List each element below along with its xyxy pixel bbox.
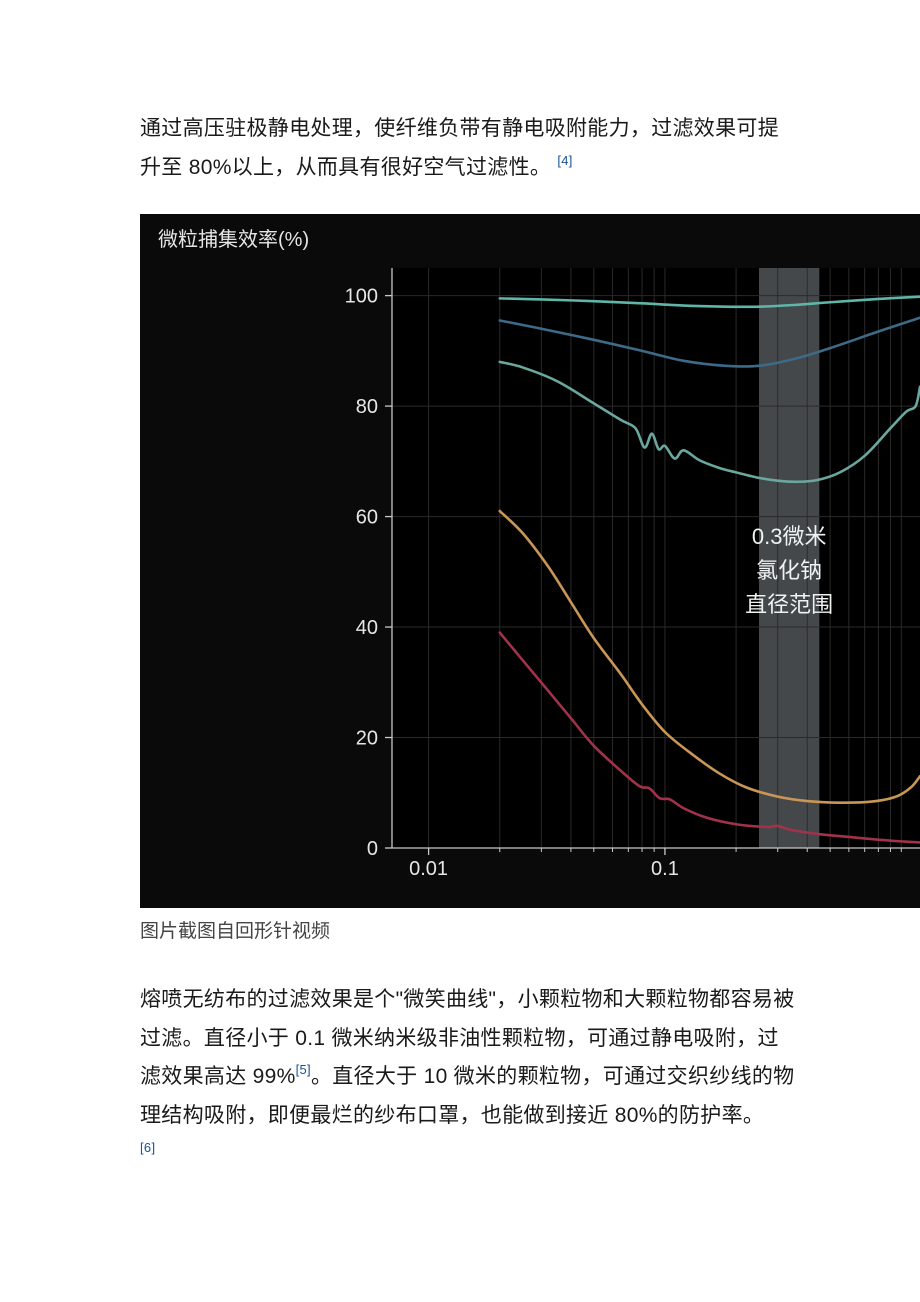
y-tick-label: 0 <box>367 838 378 860</box>
band-label-line: 氯化钠 <box>756 558 822 583</box>
x-tick-label: 0.01 <box>409 858 448 880</box>
y-tick-label: 40 <box>356 617 378 639</box>
band-label-line: 0.3微米 <box>752 524 827 549</box>
paragraph-2: 熔喷无纺布的过滤效果是个"微笑曲线"，小颗粒物和大颗粒物都容易被过滤。直径小于 … <box>140 981 800 1175</box>
y-axis-title: 微粒捕集效率(%) <box>158 228 309 251</box>
x-tick-label: 0.1 <box>651 858 679 880</box>
citation-5[interactable]: 5 <box>296 1062 311 1077</box>
band-label-line: 直径范围 <box>745 592 833 617</box>
paragraph-1: 通过高压驻极静电处理，使纤维负带有静电吸附能力，过滤效果可提升至 80%以上，从… <box>140 110 800 188</box>
chart-figure: 0 20 40 60 80 100 0.01 0.1 微粒捕集效率(%) 0.3微米氯化钠直径范围 <box>140 214 920 908</box>
y-tick-label: 100 <box>345 285 378 307</box>
efficiency-chart: 0 20 40 60 80 100 0.01 0.1 微粒捕集效率(%) 0.3微米氯化钠直径范围 <box>140 214 920 908</box>
y-tick-label: 60 <box>356 506 378 528</box>
y-tick-label: 20 <box>356 727 378 749</box>
citation-6[interactable]: 6 <box>140 1140 155 1155</box>
paragraph-1-text: 通过高压驻极静电处理，使纤维负带有静电吸附能力，过滤效果可提升至 80%以上，从… <box>140 117 779 179</box>
figure-caption: 图片截图自回形针视频 <box>140 916 920 943</box>
y-tick-label: 80 <box>356 396 378 418</box>
citation-4[interactable]: 4 <box>557 153 572 168</box>
